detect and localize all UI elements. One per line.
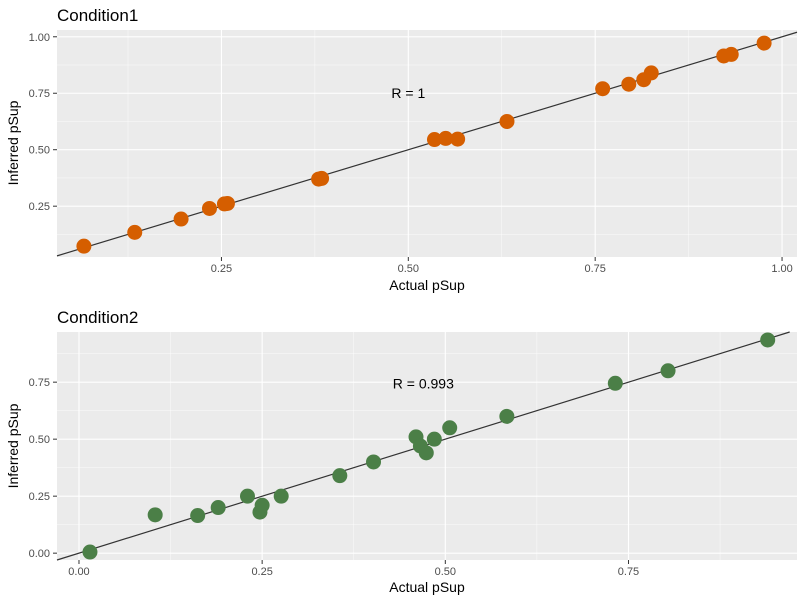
condition2-data-point: [366, 454, 382, 470]
condition2-data-point: [147, 507, 163, 523]
condition2-points: [82, 332, 776, 560]
condition1-data-point: [314, 170, 330, 186]
condition1-data-point: [621, 76, 637, 92]
condition1-data-point: [76, 238, 92, 254]
condition1-x-tick-label: 0.75: [584, 263, 605, 275]
condition1-data-point: [426, 132, 442, 148]
condition1-y-tick-label: 0.50: [29, 145, 50, 157]
condition1-ticks: 0.25 0.50 0.75 1.00 0.25 0.50 0.75 1.00: [29, 32, 793, 275]
condition2-data-point: [190, 508, 206, 524]
condition1-panel: Condition1 0.25 0.50 0.75 1.00 0.25 0.50 0.75 1…: [5, 6, 798, 293]
condition1-grid: [57, 30, 797, 257]
condition1-title: Condition1: [57, 6, 138, 25]
condition2-data-point: [239, 488, 255, 504]
condition1-points: [76, 35, 772, 254]
condition2-y-tick-label: 0.00: [29, 548, 50, 560]
condition2-data-point: [499, 408, 515, 424]
condition2-panel: Condition2 0.00 0.25 0.50 0.750.000.250.500…: [5, 308, 797, 595]
condition2-x-tick-label: 0.25: [251, 566, 272, 578]
condition1-data-point: [127, 224, 143, 240]
condition1-data-point: [201, 200, 217, 216]
condition1-data-point: [756, 35, 772, 51]
condition1-y-tick-label: 0.25: [29, 201, 50, 213]
condition1-data-point: [499, 113, 515, 129]
condition2-data-point: [210, 500, 226, 516]
condition2-y-tick-label: 0.25: [29, 491, 50, 503]
condition1-y-tick-label: 0.75: [29, 88, 50, 100]
condition1-data-point: [723, 46, 739, 62]
condition2-data-point: [426, 431, 442, 447]
condition1-y-axis-title: Inferred pSup: [5, 100, 21, 185]
condition2-x-tick-label: 0.75: [618, 566, 639, 578]
condition1-data-point: [173, 211, 189, 227]
condition1-data-point: [450, 131, 466, 147]
condition2-r-annotation: R = 0.993: [393, 375, 454, 391]
condition1-x-tick-label: 0.25: [211, 263, 232, 275]
condition2-x-tick-label: 0.00: [68, 566, 89, 578]
condition1-data-point: [595, 81, 611, 97]
condition2-y-axis-title: Inferred pSup: [5, 403, 21, 488]
condition2-x-tick-label: 0.50: [435, 566, 456, 578]
condition1-x-tick-label: 1.00: [771, 263, 792, 275]
condition1-y-tick-label: 1.00: [29, 32, 50, 44]
condition1-x-axis-title: Actual pSup: [389, 277, 465, 293]
condition2-data-point: [442, 420, 458, 436]
condition2-data-point: [607, 375, 623, 391]
condition1-r-annotation: R = 1: [391, 85, 425, 101]
condition1-data-point: [438, 130, 454, 146]
condition2-data-point: [332, 468, 348, 484]
condition2-data-point: [254, 497, 270, 513]
condition2-title: Condition2: [57, 308, 138, 327]
condition1-x-tick-label: 0.50: [398, 263, 419, 275]
condition2-data-point: [273, 488, 289, 504]
condition2-x-axis-title: Actual pSup: [389, 579, 465, 595]
condition1-data-point: [643, 65, 659, 81]
condition2-y-tick-label: 0.75: [29, 377, 50, 389]
condition2-data-point: [82, 544, 98, 560]
condition2-data-point: [418, 445, 434, 461]
condition2-y-tick-label: 0.50: [29, 434, 50, 446]
condition2-data-point: [760, 332, 776, 348]
condition1-data-point: [219, 195, 235, 211]
condition2-ticks: 0.00 0.25 0.50 0.75 0.00 0.25 0.50 0.75: [29, 377, 640, 578]
condition2-data-point: [660, 363, 676, 379]
